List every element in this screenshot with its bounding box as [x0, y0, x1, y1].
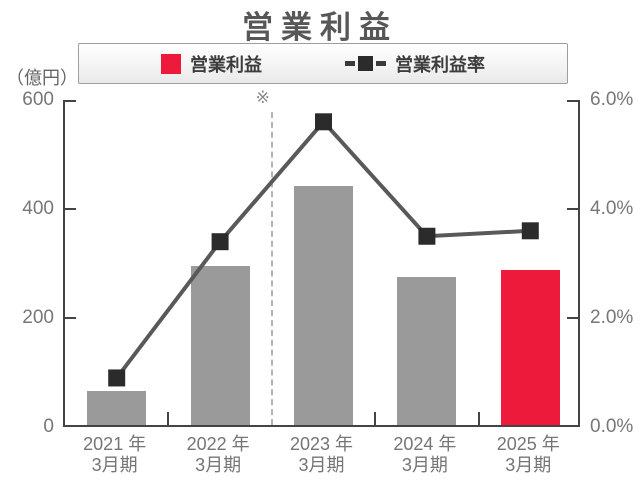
axis-tick	[567, 317, 578, 319]
axis-tick	[65, 208, 76, 210]
axis-tick	[65, 317, 76, 319]
y2-axis-tick-label: 4.0%	[590, 198, 634, 219]
y2-axis-tick-label: 2.0%	[590, 307, 634, 328]
x-axis-label: 2023 年 3月期	[289, 434, 354, 475]
margin-line	[115, 118, 531, 380]
axis-tick	[567, 208, 578, 210]
bar-2021	[87, 391, 147, 425]
bar-2024	[397, 276, 457, 425]
bar-swatch-icon	[161, 53, 181, 74]
left-axis-unit-label: （億円）	[6, 68, 78, 88]
x-axis-label: 2022 年 3月期	[186, 434, 250, 475]
x-axis-label: 2024 年 3月期	[393, 434, 457, 475]
legend: 営業利益 営業利益率	[78, 43, 568, 84]
legend-label-operating-margin: 営業利益率	[395, 54, 485, 75]
axis-tick	[477, 412, 480, 425]
margin-marker	[521, 222, 539, 240]
axis-tick	[65, 100, 76, 102]
dash-icon	[376, 61, 386, 66]
annotation-mark: ※	[255, 88, 270, 107]
x-axis-label: 2021 年 3月期	[83, 434, 147, 475]
legend-item-operating-margin: 営業利益率	[345, 51, 485, 77]
axis-tick	[567, 100, 578, 102]
y2-axis-tick-label: 0.0%	[590, 416, 634, 437]
bar-2022	[190, 265, 250, 425]
y-axis-tick-label: 400	[22, 198, 54, 219]
line-marker-icon	[345, 56, 386, 71]
legend-label-operating-profit: 営業利益	[190, 54, 262, 75]
fiscal-divider-line	[270, 112, 273, 425]
square-marker-icon	[358, 56, 373, 71]
y-axis-tick-label: 0	[43, 416, 54, 437]
margin-marker	[108, 369, 126, 387]
axis-tick	[374, 412, 377, 425]
bar-2023	[294, 186, 353, 425]
x-axis-label: 2025 年 3月期	[496, 434, 560, 475]
legend-item-operating-profit: 営業利益	[161, 51, 262, 77]
y-axis-tick-label: 200	[22, 307, 54, 328]
margin-line-overlay	[108, 113, 539, 387]
y-axis-tick-label: 600	[22, 89, 54, 110]
plot-area	[63, 100, 580, 427]
chart-title: 営業利益	[242, 10, 398, 45]
bar-2025	[500, 270, 560, 425]
margin-marker	[315, 113, 332, 131]
dash-icon	[345, 61, 355, 66]
margin-marker	[418, 227, 436, 245]
axis-tick	[167, 412, 170, 425]
y2-axis-tick-label: 6.0%	[590, 89, 634, 110]
margin-marker	[211, 233, 229, 251]
